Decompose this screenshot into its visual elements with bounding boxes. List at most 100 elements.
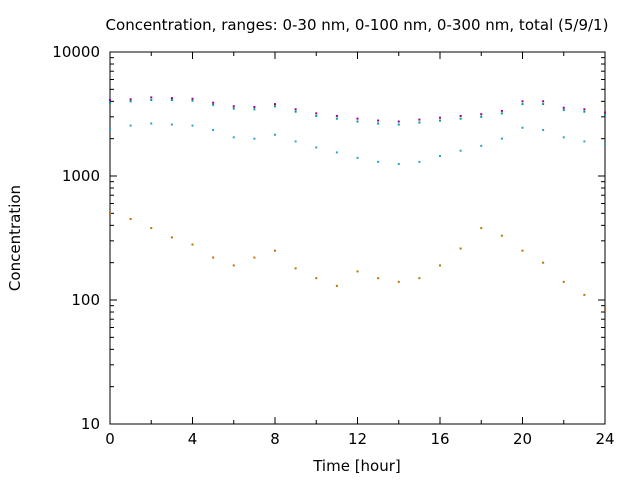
data-point bbox=[418, 277, 421, 280]
data-point bbox=[356, 270, 359, 273]
data-point bbox=[315, 112, 318, 115]
data-point bbox=[377, 119, 380, 122]
x-tick-label: 20 bbox=[513, 430, 532, 448]
data-point bbox=[480, 144, 483, 147]
data-point bbox=[439, 119, 441, 122]
data-point bbox=[562, 109, 565, 112]
data-point bbox=[583, 110, 586, 113]
data-point bbox=[129, 98, 132, 101]
series bbox=[109, 212, 606, 310]
data-point bbox=[150, 96, 153, 99]
data-point bbox=[335, 114, 338, 117]
data-point bbox=[191, 124, 194, 127]
data-point bbox=[294, 110, 297, 113]
data-point bbox=[604, 111, 606, 114]
data-point bbox=[335, 284, 338, 287]
data-point bbox=[480, 227, 483, 230]
data-point bbox=[274, 133, 276, 136]
data-point bbox=[583, 140, 586, 143]
data-point bbox=[315, 146, 318, 149]
data-point bbox=[253, 256, 256, 259]
data-point bbox=[397, 123, 400, 126]
plot-frame bbox=[109, 51, 606, 425]
data-point bbox=[521, 103, 524, 106]
data-point bbox=[109, 99, 111, 102]
data-point bbox=[356, 120, 359, 123]
y-tick-label: 10000 bbox=[52, 43, 100, 61]
x-axis-label: Time [hour] bbox=[312, 457, 401, 475]
data-point bbox=[521, 249, 524, 252]
data-point bbox=[377, 277, 380, 280]
data-point bbox=[150, 227, 153, 230]
data-point bbox=[109, 212, 111, 215]
data-point bbox=[274, 105, 276, 108]
data-point bbox=[315, 114, 318, 117]
data-point bbox=[212, 103, 215, 106]
data-point bbox=[500, 112, 503, 115]
x-tick-label: 0 bbox=[105, 430, 115, 448]
data-point bbox=[397, 280, 400, 283]
data-point bbox=[191, 243, 194, 246]
data-point bbox=[562, 136, 565, 139]
data-point bbox=[583, 108, 586, 111]
data-point bbox=[232, 136, 235, 139]
data-point bbox=[212, 128, 215, 131]
data-point bbox=[459, 114, 462, 117]
data-point bbox=[253, 137, 256, 140]
data-point bbox=[377, 160, 380, 163]
data-point bbox=[480, 113, 483, 116]
data-point bbox=[418, 160, 421, 163]
data-point bbox=[170, 236, 173, 239]
data-point bbox=[150, 122, 153, 125]
data-point bbox=[129, 100, 132, 103]
data-point bbox=[542, 128, 545, 131]
data-point bbox=[109, 101, 111, 104]
x-tick-label: 24 bbox=[595, 430, 614, 448]
data-point bbox=[542, 103, 545, 106]
data-point bbox=[294, 140, 297, 143]
data-point bbox=[109, 127, 111, 130]
data-point bbox=[232, 107, 235, 110]
data-point bbox=[439, 154, 441, 157]
data-point bbox=[604, 114, 606, 117]
x-tick-label: 12 bbox=[348, 430, 367, 448]
data-point bbox=[294, 267, 297, 270]
data-point bbox=[439, 264, 441, 267]
data-point bbox=[170, 99, 173, 102]
data-point bbox=[274, 249, 276, 252]
series bbox=[109, 122, 606, 165]
data-point bbox=[604, 307, 606, 310]
data-point bbox=[562, 106, 565, 109]
data-point bbox=[170, 123, 173, 126]
chart-title: Concentration, ranges: 0-30 nm, 0-100 nm… bbox=[106, 16, 609, 34]
data-point bbox=[459, 247, 462, 250]
data-point bbox=[418, 118, 421, 121]
y-tick-label: 1000 bbox=[62, 167, 100, 185]
data-point bbox=[604, 143, 606, 146]
data-point bbox=[335, 151, 338, 154]
data-point bbox=[294, 108, 297, 111]
data-point bbox=[253, 108, 256, 111]
data-point bbox=[459, 117, 462, 120]
data-point bbox=[500, 137, 503, 140]
data-point bbox=[356, 117, 359, 120]
data-point bbox=[315, 277, 318, 280]
data-points bbox=[109, 96, 606, 310]
data-point bbox=[232, 264, 235, 267]
data-point bbox=[191, 97, 194, 100]
data-point bbox=[170, 97, 173, 100]
data-point bbox=[212, 101, 215, 104]
data-point bbox=[418, 121, 421, 124]
data-point bbox=[377, 122, 380, 125]
y-axis-label: Concentration bbox=[6, 185, 24, 291]
y-tick-label: 100 bbox=[71, 291, 100, 309]
data-point bbox=[542, 261, 545, 264]
data-point bbox=[562, 280, 565, 283]
data-point bbox=[521, 126, 524, 129]
data-point bbox=[480, 115, 483, 118]
x-tick-label: 8 bbox=[270, 430, 280, 448]
data-point bbox=[439, 116, 441, 119]
data-point bbox=[500, 109, 503, 112]
x-tick-label: 4 bbox=[188, 430, 198, 448]
